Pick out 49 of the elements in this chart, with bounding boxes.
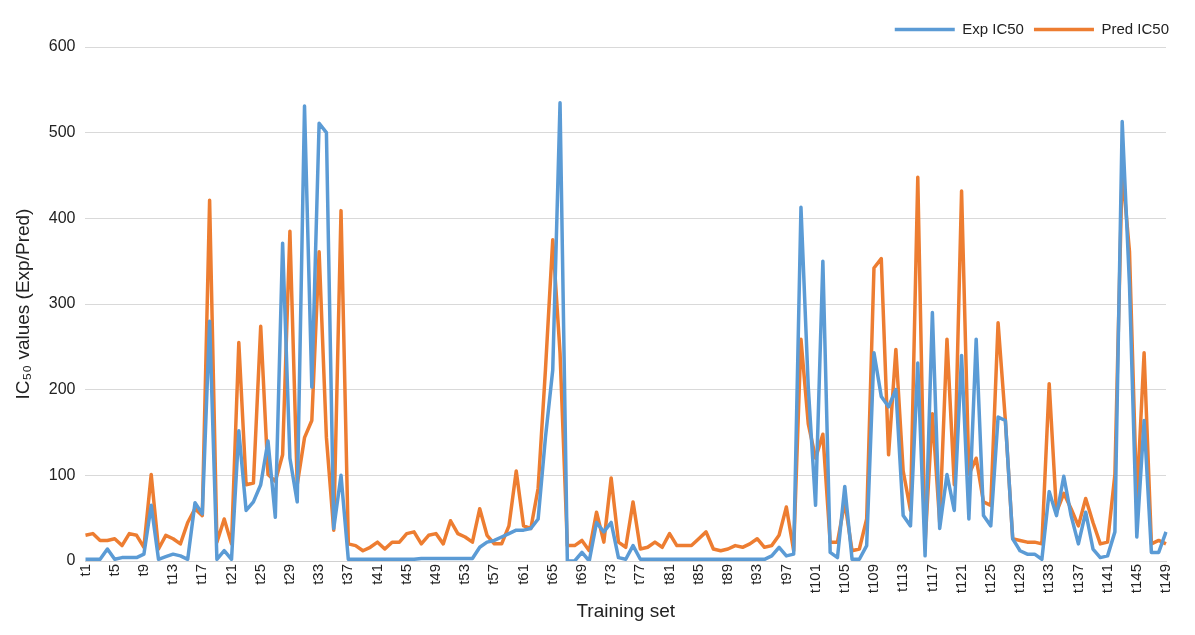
x-axis-title: Training set xyxy=(576,599,676,621)
x-tick-label: t81 xyxy=(659,564,677,585)
x-tick-label: t129 xyxy=(1010,564,1028,594)
x-tick-label: t17 xyxy=(192,564,210,585)
x-tick-label: t1 xyxy=(75,564,93,577)
x-tick-label: t29 xyxy=(280,564,298,585)
x-tick-label: t105 xyxy=(834,564,852,594)
x-tick-label: t133 xyxy=(1039,564,1057,594)
x-tick-label: t25 xyxy=(250,564,268,585)
y-tick-label: 200 xyxy=(48,380,76,398)
x-tick-label: t69 xyxy=(572,564,590,585)
x-tick-label: t5 xyxy=(104,564,122,577)
x-tick-label: t109 xyxy=(864,564,882,594)
x-tick-label: t61 xyxy=(513,564,531,585)
x-tick-label: t149 xyxy=(1156,564,1174,594)
x-tick-label: t93 xyxy=(747,564,765,585)
x-tick-label: t57 xyxy=(484,564,502,585)
x-tick-label: t145 xyxy=(1126,564,1144,594)
x-tick-label: t141 xyxy=(1097,564,1115,594)
x-tick-label: t117 xyxy=(922,564,940,593)
x-tick-label: t89 xyxy=(718,564,736,585)
x-tick-label: t45 xyxy=(396,564,414,585)
y-axis-title: IC₅₀ values (Exp/Pred) xyxy=(11,208,33,400)
x-tick-label: t77 xyxy=(630,564,648,585)
legend-label: Exp IC50 xyxy=(962,19,1024,37)
x-tick-label: t137 xyxy=(1068,564,1086,594)
x-tick-label: t37 xyxy=(338,564,356,585)
x-tick-label: t125 xyxy=(980,564,998,594)
x-tick-label: t33 xyxy=(309,564,327,585)
y-tick-label: 500 xyxy=(48,123,76,141)
x-tick-label: t85 xyxy=(688,564,706,585)
x-tick-label: t9 xyxy=(134,564,152,577)
y-tick-label: 400 xyxy=(48,208,76,226)
x-tick-label: t97 xyxy=(776,564,794,585)
x-tick-label: t65 xyxy=(542,564,560,585)
x-tick-label: t73 xyxy=(601,564,619,585)
x-tick-label: t13 xyxy=(163,564,181,585)
legend-label: Pred IC50 xyxy=(1101,19,1170,37)
y-tick-label: 100 xyxy=(48,465,76,483)
x-tick-label: t21 xyxy=(221,564,239,585)
x-tick-label: t41 xyxy=(367,564,385,585)
x-tick-label: t49 xyxy=(426,564,444,585)
x-tick-label: t113 xyxy=(893,564,911,593)
y-tick-label: 300 xyxy=(48,294,76,312)
y-tick-label: 600 xyxy=(48,37,76,55)
y-tick-label: 0 xyxy=(66,551,76,569)
x-tick-label: t101 xyxy=(805,564,823,594)
x-tick-label: t121 xyxy=(951,564,969,594)
x-tick-label: t53 xyxy=(455,564,473,585)
